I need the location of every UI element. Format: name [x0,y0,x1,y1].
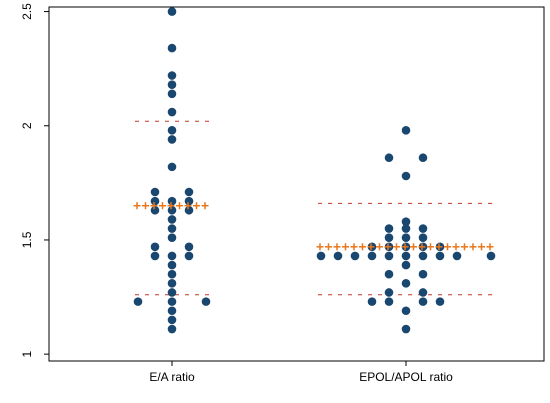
data-point [401,224,411,233]
data-point [133,297,143,306]
x-axis: E/A ratio EPOL/APOL ratio [149,361,453,384]
data-point [401,217,411,226]
data-point [167,324,177,334]
data-point [384,224,394,233]
data-point [384,251,394,261]
data-point [184,242,194,252]
data-point [150,242,160,252]
data-point [167,233,177,242]
data-point [167,288,177,297]
data-point [367,251,377,261]
data-point [167,297,177,306]
data-point [418,269,428,279]
data-point [401,260,411,270]
data-point [401,126,411,135]
data-point [184,205,194,215]
data-point [167,107,177,117]
data-point [401,251,411,261]
data-point [401,171,411,181]
data-point [150,196,160,206]
data-point [167,135,177,144]
x-tick-label: E/A ratio [149,370,195,384]
data-point [167,306,177,316]
data-points [133,7,496,334]
data-point [167,71,177,80]
data-point [167,7,177,16]
data-point [167,162,177,172]
data-point [316,251,326,261]
data-point [435,251,445,261]
data-point [184,196,194,206]
data-point [167,260,177,270]
data-point [167,279,177,288]
data-point [384,269,394,279]
y-tick-label: 2.5 [20,3,34,20]
data-point [418,153,428,163]
data-point [201,297,211,306]
data-point [333,251,343,261]
data-point [367,297,377,306]
y-tick-label: 1.5 [20,231,34,248]
data-point [184,187,194,197]
data-point [418,297,428,306]
data-point [150,205,160,215]
data-point [167,224,177,233]
y-axis: 1 1.5 2 2.5 [20,3,49,357]
data-point [418,288,428,297]
data-point [401,279,411,288]
data-point [167,205,177,215]
data-point [384,233,394,242]
data-point [486,251,496,261]
reference-lines [135,120,494,296]
data-point [418,224,428,233]
data-point [167,126,177,135]
data-point [167,251,177,261]
data-point [184,251,194,261]
data-point [418,233,428,242]
plot-frame [48,6,545,362]
y-tick-label: 1 [20,350,34,357]
x-tick-label: EPOL/APOL ratio [359,370,453,384]
data-point [167,315,177,325]
data-point [167,196,177,206]
data-point [418,251,428,261]
data-point [384,288,394,297]
data-point [350,251,360,261]
data-point [150,251,160,261]
data-point [167,80,177,89]
data-point [384,297,394,306]
y-tick-label: 2 [20,122,34,129]
data-point [452,251,462,261]
data-point [167,215,177,224]
data-point [401,233,411,242]
data-point [401,324,411,334]
mean-markers [133,202,494,251]
data-point [435,297,445,306]
data-point [167,269,177,279]
data-point [167,89,177,99]
data-point [167,43,177,53]
data-point [384,153,394,163]
data-point [401,306,411,316]
data-point [150,187,160,197]
